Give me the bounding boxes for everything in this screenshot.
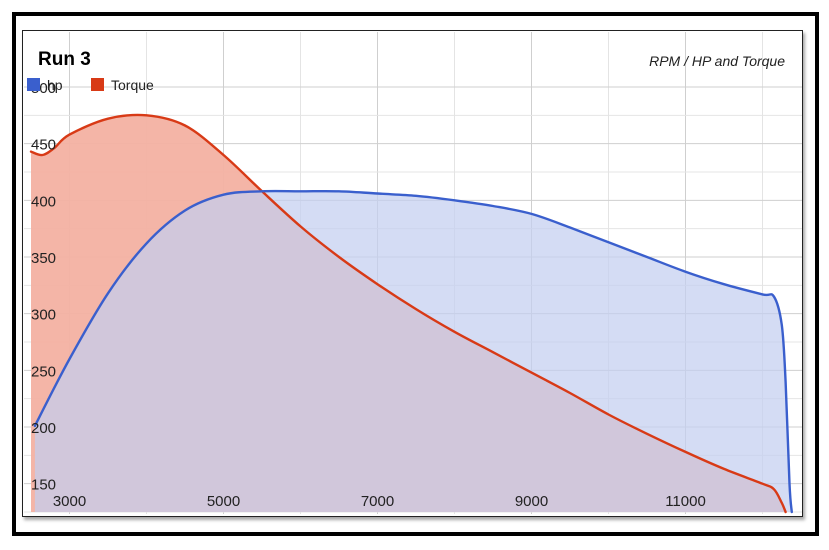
y-tick-label-1: 200	[31, 420, 56, 437]
x-tick-label-1: 5000	[207, 493, 240, 510]
chart-title: Run 3	[38, 49, 91, 70]
line-hp[interactable]	[33, 189, 793, 514]
x-tick-label-2: 7000	[361, 493, 394, 510]
x-tick-label-4: 11000	[665, 493, 706, 510]
area-hp	[34, 191, 792, 513]
legend-label-hp: hp	[47, 77, 63, 93]
legend-label-torque: Torque	[111, 77, 154, 93]
legend-swatch-hp	[27, 78, 40, 91]
y-tick-label-3: 300	[31, 307, 56, 324]
y-tick-label-0: 150	[31, 477, 56, 494]
legend[interactable]: hp Torque	[27, 77, 154, 93]
legend-swatch-torque	[91, 78, 104, 91]
series-layer	[29, 113, 793, 514]
chart-subtitle: RPM / HP and Torque	[649, 53, 785, 69]
line-torque[interactable]	[29, 113, 787, 514]
y-tick-label-2: 250	[31, 363, 56, 380]
x-tick-label-0: 3000	[53, 493, 86, 510]
x-tick-label-3: 9000	[515, 493, 548, 510]
y-tick-label-4: 350	[31, 250, 56, 267]
y-tick-label-5: 400	[31, 193, 56, 210]
y-tick-label-6: 450	[31, 137, 56, 154]
